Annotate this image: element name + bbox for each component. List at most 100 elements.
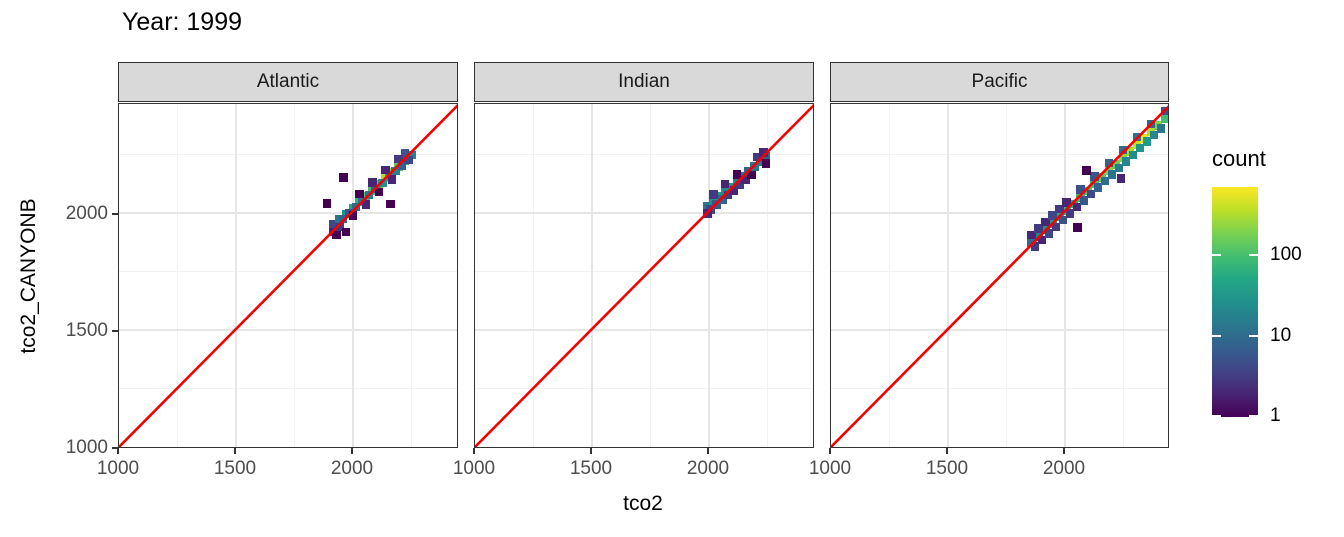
- count-bin: [332, 230, 341, 240]
- count-bin: [747, 170, 756, 180]
- x-tick-label: 1500: [213, 458, 257, 479]
- legend-tick-mark: [1249, 415, 1258, 417]
- count-bin: [709, 190, 718, 199]
- count-bin: [703, 209, 712, 218]
- count-bin: [361, 200, 371, 209]
- minor-gridline: [475, 270, 813, 273]
- minor-gridline: [888, 104, 891, 447]
- y-tick-label: 1500: [65, 320, 108, 341]
- count-bin: [355, 189, 364, 199]
- x-tick-label: 2000: [330, 458, 374, 479]
- major-gridline: [947, 104, 949, 447]
- minor-gridline: [119, 270, 457, 273]
- count-bin: [1146, 119, 1156, 129]
- x-tick-label: 1000: [452, 458, 496, 479]
- legend-title: count: [1212, 146, 1266, 171]
- major-gridline: [475, 212, 813, 214]
- x-tick-mark: [707, 448, 709, 454]
- minor-gridline: [831, 270, 1168, 273]
- y-axis-title: tco2_CANYONB: [17, 198, 40, 354]
- major-gridline: [831, 212, 1168, 214]
- x-tick-mark: [1063, 448, 1065, 454]
- count-bin: [381, 165, 390, 175]
- legend-tick-mark: [1249, 335, 1258, 337]
- count-bin: [374, 187, 384, 197]
- facet-strip-atlantic: Atlantic: [118, 62, 458, 102]
- count-bin: [1073, 223, 1082, 232]
- plot-title: Year: 1999: [122, 8, 243, 36]
- x-tick-label: 2000: [1042, 458, 1086, 479]
- count-bin: [341, 227, 351, 237]
- facet-strip-indian: Indian: [474, 62, 814, 102]
- x-tick-mark: [946, 448, 948, 454]
- legend-tick-mark: [1212, 335, 1221, 337]
- legend-tick-mark: [1212, 415, 1221, 417]
- y-tick-label: 2000: [65, 203, 108, 224]
- minor-gridline: [831, 387, 1168, 390]
- facet-strip-pacific: Pacific: [830, 62, 1169, 102]
- legend-colorbar: [1212, 187, 1258, 417]
- x-tick-label: 1000: [96, 458, 140, 479]
- x-tick-label: 1000: [808, 458, 852, 479]
- count-bin: [732, 170, 742, 179]
- x-tick-label: 1500: [569, 458, 613, 479]
- x-tick-label: 1500: [925, 458, 969, 479]
- count-bin: [1116, 174, 1126, 183]
- count-bin: [394, 154, 403, 164]
- count-bin: [1082, 166, 1091, 175]
- y-tick-label: 1000: [65, 437, 108, 458]
- count-bin: [1076, 185, 1085, 194]
- legend-tick-label: 1: [1270, 405, 1281, 426]
- count-bin: [759, 148, 768, 157]
- x-axis-title: tco2: [623, 492, 663, 515]
- count-bin: [348, 211, 358, 220]
- major-gridline: [352, 104, 354, 447]
- major-gridline: [1064, 104, 1066, 447]
- y-tick-mark: [112, 330, 118, 332]
- count-bin: [386, 199, 395, 209]
- count-bin: [1132, 132, 1142, 142]
- legend-tick-label: 10: [1270, 325, 1292, 346]
- count-bin: [339, 173, 348, 182]
- minor-gridline: [119, 387, 457, 390]
- facet-strip-label: Pacific: [971, 71, 1028, 92]
- x-tick-mark: [590, 448, 592, 454]
- facet-strip-label: Indian: [618, 71, 670, 92]
- major-gridline: [591, 104, 593, 447]
- major-gridline: [119, 329, 457, 331]
- major-gridline: [831, 329, 1168, 331]
- y-tick-mark: [112, 447, 118, 449]
- count-bin: [1118, 145, 1128, 155]
- x-tick-mark: [117, 448, 119, 454]
- major-gridline: [119, 212, 457, 214]
- legend-tick-label: 100: [1270, 244, 1302, 265]
- minor-gridline: [532, 104, 535, 447]
- count-bin: [761, 159, 771, 168]
- minor-gridline: [176, 104, 179, 447]
- x-tick-mark: [829, 448, 831, 454]
- minor-gridline: [293, 104, 296, 447]
- major-gridline: [475, 329, 813, 331]
- x-tick-label: 2000: [686, 458, 730, 479]
- y-tick-mark: [112, 213, 118, 215]
- count-bin: [1160, 114, 1168, 123]
- legend-tick-mark: [1212, 254, 1221, 256]
- count-bin: [1156, 124, 1166, 133]
- count-bin: [1090, 172, 1099, 181]
- legend-tick-mark: [1249, 254, 1258, 256]
- x-tick-mark: [234, 448, 236, 454]
- count-bin: [322, 199, 332, 208]
- x-tick-mark: [473, 448, 475, 454]
- facet-strip-label: Atlantic: [256, 71, 320, 92]
- panel-pacific: [830, 103, 1169, 448]
- count-bin: [1104, 158, 1113, 168]
- minor-gridline: [1005, 104, 1008, 447]
- x-tick-mark: [351, 448, 353, 454]
- count-bin: [387, 175, 397, 184]
- count-bin: [368, 178, 377, 187]
- count-bin: [1062, 198, 1071, 207]
- panel-indian: [474, 103, 814, 448]
- count-bin: [1160, 106, 1168, 116]
- panel-atlantic: [118, 103, 458, 448]
